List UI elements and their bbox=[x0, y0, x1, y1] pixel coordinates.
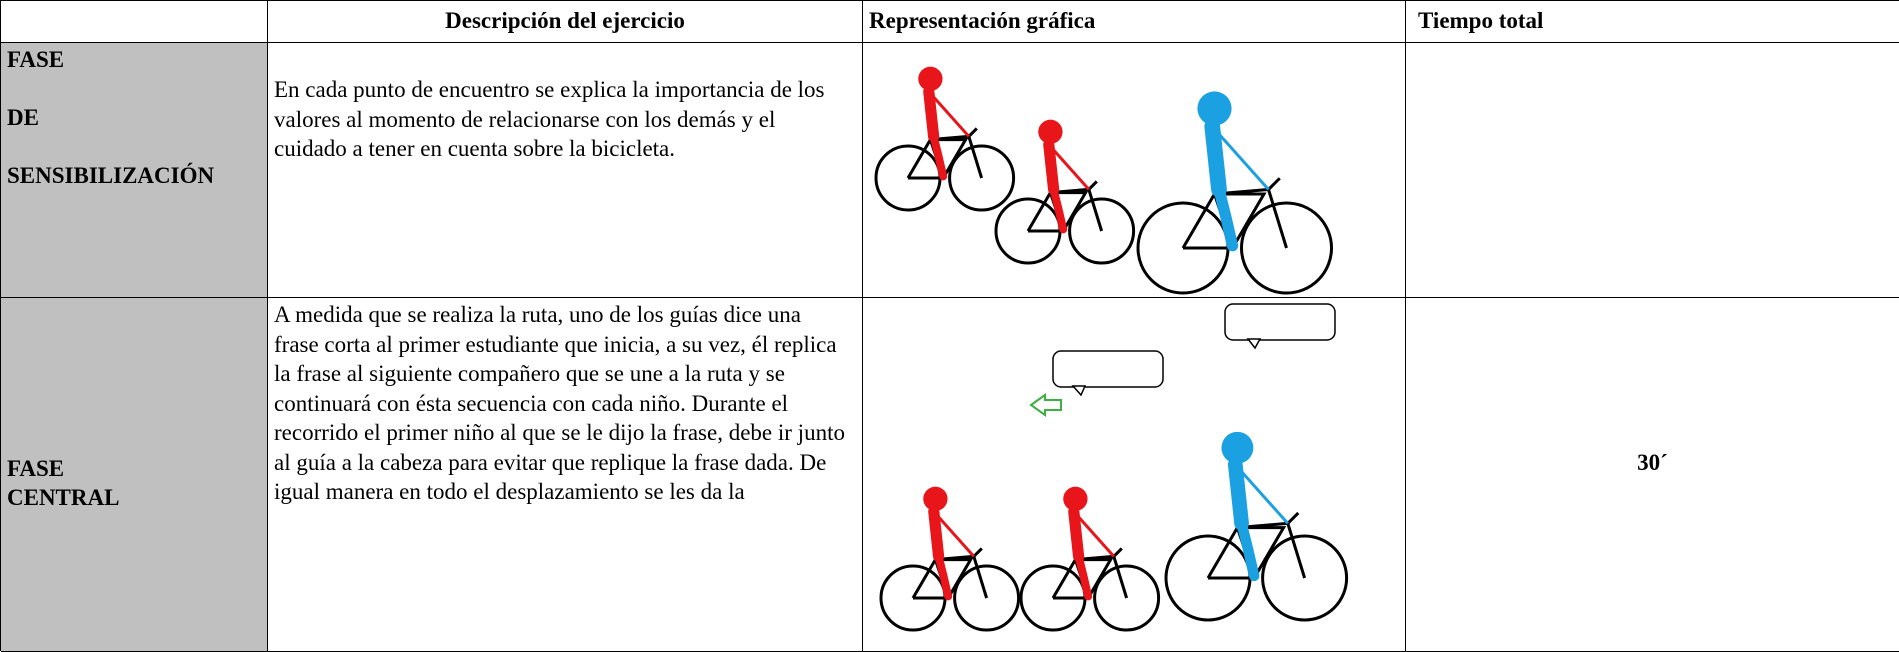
handlebar bbox=[1112, 547, 1123, 558]
rider-leg bbox=[1074, 552, 1093, 601]
speech-bubble bbox=[1052, 350, 1164, 388]
phase-line: SENSIBILIZACIÓN bbox=[7, 163, 215, 188]
rider-head bbox=[1197, 91, 1232, 126]
wheel bbox=[1068, 197, 1136, 265]
rider-body bbox=[923, 85, 940, 143]
wheel bbox=[1261, 534, 1349, 622]
arrow bbox=[1029, 393, 1062, 417]
rider-body bbox=[1204, 118, 1227, 198]
handlebar bbox=[1087, 180, 1098, 191]
rider-leg bbox=[929, 132, 948, 181]
illustration bbox=[879, 303, 1349, 632]
speech-tail bbox=[1246, 338, 1262, 350]
time-cell bbox=[1406, 43, 1899, 298]
header-cell: Representación gráfica bbox=[863, 1, 1406, 43]
wheel bbox=[948, 144, 1016, 212]
description-cell: En cada punto de encuentro se explica la… bbox=[268, 43, 863, 298]
image-cell bbox=[863, 298, 1406, 652]
handlebar bbox=[1286, 511, 1300, 525]
speech-tail bbox=[1071, 385, 1087, 397]
phase-line: FASE bbox=[7, 456, 65, 481]
rider-leg bbox=[934, 552, 953, 601]
phase-line: DE bbox=[7, 105, 39, 130]
header-cell: Tiempo total bbox=[1406, 1, 1899, 43]
rider-body bbox=[1043, 138, 1060, 195]
rider-head bbox=[1063, 486, 1088, 511]
header-cell bbox=[1, 1, 268, 43]
rider-body bbox=[1227, 457, 1249, 531]
rider-arm bbox=[932, 510, 975, 558]
illustration bbox=[874, 66, 1333, 295]
description-cell: A medida que se realiza la ruta, uno de … bbox=[268, 298, 863, 652]
handlebar bbox=[1267, 177, 1281, 191]
rider-leg bbox=[1049, 185, 1068, 234]
rider-head bbox=[923, 486, 948, 511]
handlebar bbox=[972, 547, 983, 558]
rider-head bbox=[1221, 431, 1254, 464]
time-cell: 30´ bbox=[1406, 298, 1899, 652]
handlebar bbox=[967, 127, 978, 138]
wheel bbox=[1240, 201, 1333, 295]
rider-arm bbox=[927, 90, 970, 138]
wheel bbox=[953, 564, 1021, 632]
rider-arm bbox=[1072, 510, 1115, 558]
phase-cell: FASE DE SENSIBILIZACIÓN bbox=[1, 43, 268, 298]
rider-head bbox=[1038, 119, 1063, 144]
rider-arm bbox=[1211, 125, 1270, 191]
wheel bbox=[1093, 564, 1161, 632]
phase-line: FASE bbox=[7, 47, 65, 72]
rider-arm bbox=[1234, 463, 1289, 525]
header-cell: Descripción del ejercicio bbox=[268, 1, 863, 43]
phase-cell: FASE CENTRAL bbox=[1, 298, 268, 652]
speech-bubble bbox=[1224, 303, 1336, 341]
phase-line: CENTRAL bbox=[7, 485, 120, 510]
rider-leg bbox=[1236, 518, 1260, 582]
rider-body bbox=[1068, 506, 1085, 562]
rider-arm bbox=[1047, 143, 1090, 191]
rider-leg bbox=[1213, 183, 1239, 252]
image-cell bbox=[863, 43, 1406, 298]
rider-body bbox=[928, 506, 945, 562]
rider-head bbox=[918, 66, 943, 91]
